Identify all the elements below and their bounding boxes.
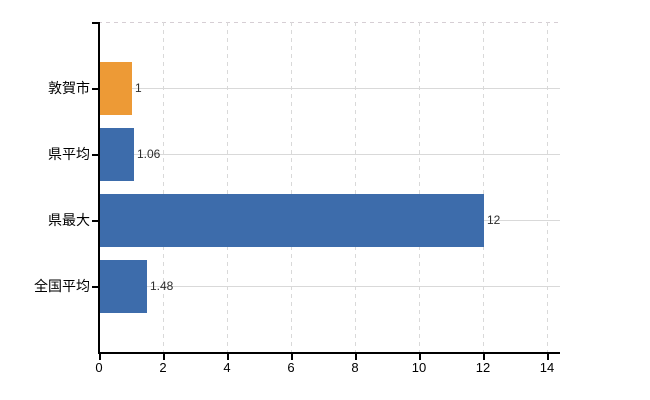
- x-tick-mark: [99, 354, 101, 360]
- x-tick-mark: [291, 354, 293, 360]
- category-label: 県最大: [48, 212, 90, 228]
- grid-line-top: [98, 22, 560, 23]
- grid-line-vertical: [419, 22, 420, 352]
- grid-line-vertical: [227, 22, 228, 352]
- x-tick-mark: [547, 354, 549, 360]
- grid-line-horizontal: [98, 154, 560, 155]
- y-tick-mark: [92, 220, 98, 222]
- x-tick-label: 6: [287, 360, 295, 375]
- y-tick-mark: [92, 22, 98, 24]
- category-label: 敦賀市: [48, 80, 90, 96]
- x-tick-label: 2: [159, 360, 167, 375]
- x-tick-label: 10: [411, 360, 427, 375]
- bar: [100, 194, 484, 247]
- x-tick-mark: [355, 354, 357, 360]
- grid-line-vertical: [291, 22, 292, 352]
- bar: [100, 128, 134, 181]
- y-axis-line: [98, 22, 100, 354]
- grid-line-vertical: [547, 22, 548, 352]
- grid-line-vertical: [483, 22, 484, 352]
- category-label: 県平均: [48, 146, 90, 162]
- bar-value-label: 1.06: [137, 147, 161, 161]
- grid-line-vertical: [163, 22, 164, 352]
- grid-line-horizontal: [98, 286, 560, 287]
- bar: [100, 260, 147, 313]
- category-label: 全国平均: [34, 278, 90, 294]
- x-tick-mark: [163, 354, 165, 360]
- x-tick-label: 14: [539, 360, 555, 375]
- x-tick-label: 4: [223, 360, 231, 375]
- x-tick-mark: [483, 354, 485, 360]
- y-tick-mark: [92, 88, 98, 90]
- bar: [100, 62, 132, 115]
- y-tick-mark: [92, 154, 98, 156]
- bar-value-label: 12: [487, 213, 501, 227]
- x-axis-line: [98, 352, 560, 354]
- x-tick-label: 12: [475, 360, 491, 375]
- x-tick-label: 8: [351, 360, 359, 375]
- bar-value-label: 1.48: [150, 279, 174, 293]
- x-tick-mark: [419, 354, 421, 360]
- grid-line-vertical: [355, 22, 356, 352]
- x-tick-label: 0: [95, 360, 103, 375]
- x-tick-mark: [227, 354, 229, 360]
- y-tick-mark: [92, 286, 98, 288]
- grid-line-horizontal: [98, 88, 560, 89]
- bar-value-label: 1: [135, 81, 142, 95]
